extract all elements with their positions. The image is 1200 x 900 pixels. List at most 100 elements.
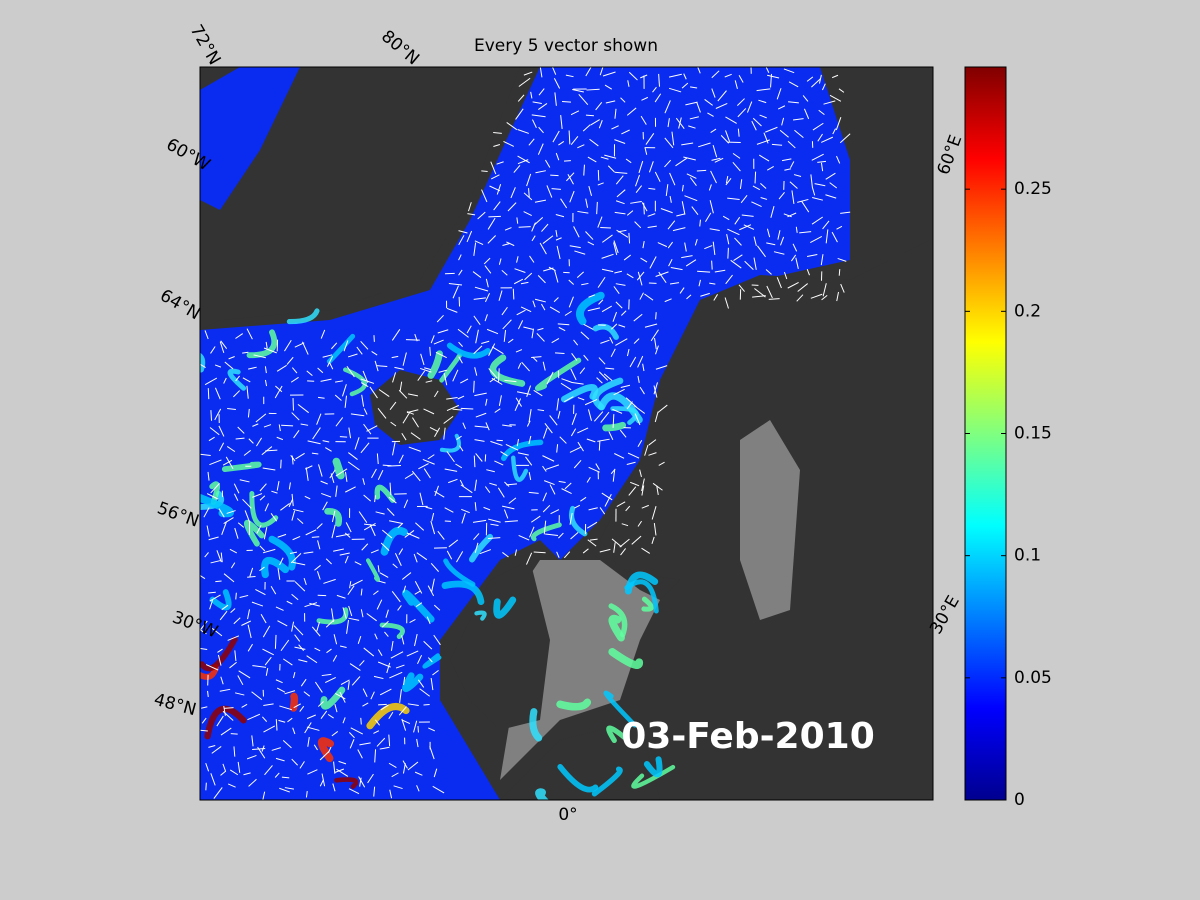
vector bbox=[584, 398, 598, 406]
vector bbox=[430, 562, 440, 572]
vector bbox=[284, 339, 292, 352]
vector bbox=[831, 231, 838, 243]
vector bbox=[707, 112, 714, 117]
vector bbox=[373, 730, 380, 734]
vector bbox=[779, 129, 789, 138]
vector bbox=[345, 486, 356, 493]
vector bbox=[433, 604, 441, 611]
vector bbox=[628, 71, 638, 81]
vector bbox=[210, 559, 222, 564]
vector bbox=[472, 519, 487, 523]
vector bbox=[398, 548, 404, 555]
vector bbox=[795, 257, 799, 269]
vector bbox=[530, 91, 533, 99]
vector bbox=[221, 521, 227, 535]
vector bbox=[210, 483, 220, 494]
vector bbox=[658, 73, 660, 87]
vector bbox=[386, 508, 395, 516]
vector bbox=[200, 453, 211, 456]
vector bbox=[564, 396, 574, 403]
vector bbox=[473, 455, 476, 468]
vector bbox=[684, 195, 698, 202]
current-streak bbox=[631, 764, 676, 789]
vector bbox=[252, 665, 267, 668]
vector bbox=[246, 385, 249, 399]
vector bbox=[205, 762, 210, 772]
vector bbox=[363, 423, 372, 435]
vector bbox=[710, 170, 717, 184]
vector bbox=[474, 240, 484, 246]
vector bbox=[597, 216, 603, 228]
vector bbox=[521, 361, 530, 372]
current-streak bbox=[560, 384, 599, 403]
vector bbox=[263, 527, 268, 540]
vector bbox=[795, 226, 798, 233]
vector bbox=[484, 265, 492, 274]
vector bbox=[517, 94, 525, 102]
vector bbox=[292, 508, 304, 513]
vector bbox=[797, 283, 808, 292]
vector bbox=[619, 538, 630, 548]
vector bbox=[311, 452, 319, 455]
vector bbox=[599, 548, 611, 553]
vector bbox=[443, 415, 454, 424]
vector bbox=[344, 471, 348, 482]
vector bbox=[389, 671, 403, 679]
vector bbox=[515, 108, 524, 120]
vector bbox=[554, 352, 565, 354]
vector bbox=[280, 639, 290, 652]
vector bbox=[732, 152, 741, 159]
vector bbox=[542, 427, 548, 439]
vector bbox=[612, 469, 616, 482]
vector bbox=[681, 184, 684, 192]
vector bbox=[561, 488, 572, 495]
vector bbox=[810, 293, 823, 299]
vector bbox=[615, 175, 624, 185]
colorbar-tick-label: 0.2 bbox=[1014, 301, 1041, 321]
vector bbox=[714, 269, 726, 273]
vector bbox=[282, 740, 292, 749]
vector bbox=[609, 336, 614, 344]
vector bbox=[637, 520, 642, 527]
vector bbox=[817, 133, 823, 142]
vector bbox=[783, 271, 788, 280]
vector bbox=[221, 604, 229, 611]
vector bbox=[256, 437, 263, 447]
vector bbox=[528, 409, 532, 423]
vector bbox=[533, 217, 544, 226]
vector bbox=[211, 746, 222, 754]
vector bbox=[818, 74, 822, 84]
vector bbox=[814, 183, 826, 187]
vector bbox=[490, 440, 503, 446]
vectors bbox=[200, 67, 851, 800]
vector bbox=[374, 360, 379, 372]
vector bbox=[304, 602, 318, 608]
vector bbox=[581, 282, 589, 286]
vector bbox=[485, 278, 489, 288]
vector bbox=[206, 525, 210, 537]
vector bbox=[391, 590, 401, 603]
vector bbox=[331, 731, 339, 737]
vector bbox=[825, 229, 829, 244]
vector bbox=[413, 553, 418, 563]
current-streak bbox=[365, 558, 381, 582]
vector bbox=[369, 523, 376, 537]
vector bbox=[629, 356, 637, 368]
current-streak bbox=[576, 291, 605, 326]
vector bbox=[689, 177, 697, 186]
vector bbox=[739, 224, 752, 231]
vector bbox=[446, 307, 458, 313]
vector bbox=[488, 518, 501, 523]
vector bbox=[531, 515, 541, 523]
vector bbox=[542, 235, 554, 244]
vector bbox=[518, 534, 530, 541]
vector bbox=[751, 120, 757, 131]
vector bbox=[781, 158, 792, 162]
vector bbox=[580, 496, 587, 502]
vector bbox=[270, 585, 277, 595]
vector bbox=[614, 211, 626, 215]
vector bbox=[556, 551, 560, 558]
vector bbox=[416, 738, 419, 748]
vector bbox=[483, 257, 491, 265]
vector bbox=[338, 760, 347, 765]
